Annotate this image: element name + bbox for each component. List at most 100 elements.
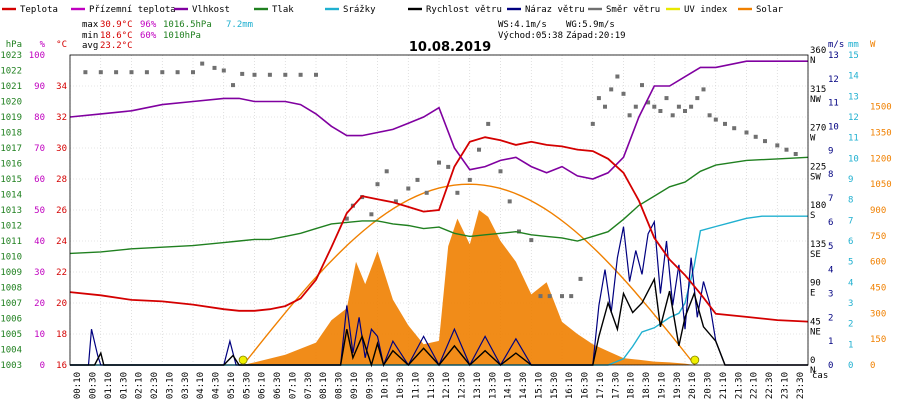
legend-label-2: Vlhkost [192, 5, 230, 15]
ms-tick: 10 [828, 123, 839, 133]
wind-dir-point-10 [221, 68, 226, 73]
min-pressure: 1010hPa [163, 31, 201, 41]
x-tick: 07:10 [288, 372, 298, 399]
wind-dir-point-40 [560, 294, 564, 299]
x-tick: 03:10 [165, 372, 175, 399]
wind-dir-point-6 [175, 70, 180, 75]
wind-dir-point-21 [369, 212, 374, 217]
hpa-tick: 1003 [0, 361, 22, 371]
wind-dir-point-9 [212, 65, 217, 70]
percent-tick: 10 [34, 330, 45, 340]
legend-label-4: Srážky [343, 5, 376, 15]
humidity-line [69, 60, 808, 180]
wind-dir-point-44 [596, 96, 601, 101]
x-tick: 14:30 [519, 372, 529, 399]
w-tick: 750 [870, 232, 886, 242]
x-tick: 16:30 [581, 372, 591, 399]
direction-tick-label: NW [810, 95, 821, 105]
stats-panel: max 30.9°C 96% 1016.5hPa 7.2mm min 18.6°… [82, 20, 626, 51]
w-tick: 900 [870, 206, 886, 216]
x-tick: 04:10 [196, 372, 206, 399]
mm-tick: 13 [848, 92, 859, 102]
celsius-tick: 20 [56, 299, 67, 309]
max-temp: 30.9°C [100, 20, 133, 30]
hpa-tick: 1010 [0, 253, 22, 263]
wind-dir-point-51 [640, 83, 644, 88]
mm-tick: 8 [848, 196, 853, 206]
x-tick: 07:30 [304, 372, 314, 399]
x-tick: 12:30 [458, 372, 468, 399]
percent-tick: 30 [34, 268, 45, 278]
x-tick: 16:10 [565, 372, 575, 399]
rain-total: 7.2mm [226, 20, 253, 30]
hpa-tick: 1020 [0, 98, 22, 108]
wind-dir-point-26 [415, 177, 420, 182]
ms-tick: 4 [828, 266, 833, 276]
wind-dir-point-35 [507, 199, 512, 204]
legend-label-1: Přízemní teplota [89, 5, 176, 15]
mm-tick: 10 [848, 154, 859, 164]
mm-tick: 7 [848, 216, 853, 226]
x-tick: 08:30 [335, 372, 345, 399]
wind-dir-point-7 [191, 70, 195, 75]
x-tick: 10:10 [381, 372, 391, 399]
max-humidity: 96% [140, 20, 157, 30]
mm-tick: 2 [848, 320, 853, 330]
celsius-tick: 28 [56, 175, 67, 185]
hpa-tick: 1012 [0, 222, 22, 232]
x-tick: 18:30 [642, 372, 652, 399]
wind-dir-point-50 [633, 104, 638, 109]
wind-dir-point-48 [621, 91, 626, 96]
legend-label-5: Rychlost větru [426, 5, 502, 15]
wind-dir-point-56 [670, 113, 675, 118]
min-label: min [82, 31, 98, 41]
hpa-tick: 1007 [0, 299, 22, 309]
x-tick: 06:10 [258, 372, 268, 399]
mm-tick: 0 [848, 361, 853, 371]
x-tick: 11:10 [411, 372, 421, 399]
percent-tick: 60 [34, 175, 45, 185]
wind-dir-point-61 [701, 87, 706, 92]
wind-dir-point-68 [763, 139, 767, 144]
direction-tick-label: N [810, 366, 815, 376]
wind-dir-point-0 [83, 70, 88, 75]
ms-unit: m/s [828, 40, 844, 50]
x-tick: 08:10 [319, 372, 329, 399]
direction-tick-label: E [810, 289, 815, 299]
wind-dir-point-36 [517, 229, 521, 234]
hpa-unit: hPa [6, 40, 22, 50]
percent-tick: 70 [34, 144, 45, 154]
wind-dir-point-23 [384, 169, 389, 174]
x-tick: 11:30 [427, 372, 437, 399]
w-tick: 1200 [870, 154, 892, 164]
wind-dir-point-58 [683, 109, 687, 113]
x-axis-label: čas [812, 370, 828, 381]
w-tick: 0 [870, 361, 875, 371]
avg-temp: 23.2°C [100, 41, 133, 51]
ms-tick: 9 [828, 146, 833, 156]
wind-dir-point-13 [252, 72, 257, 77]
w-tick: 450 [870, 284, 886, 294]
wind-dir-point-63 [713, 117, 718, 122]
direction-tick-label: SW [810, 172, 821, 182]
wind-dir-point-15 [283, 72, 288, 77]
w-tick: 1350 [870, 129, 892, 139]
ms-tick: 0 [828, 361, 833, 371]
celsius-unit: °C [56, 40, 67, 50]
legend-label-3: Tlak [272, 5, 294, 15]
x-tick: 13:10 [473, 372, 483, 399]
w-tick: 150 [870, 335, 886, 345]
direction-tick: 270 [810, 124, 826, 134]
chart-legend: Teplota Přízemní teplota Vlhkost Tlak Srážky… [2, 5, 784, 15]
x-tick: 01:10 [104, 372, 114, 399]
wind-dir-point-52 [646, 100, 651, 105]
max-label: max [82, 20, 99, 30]
celsius-tick: 24 [56, 237, 67, 247]
legend-label-6: Náraz větru [525, 5, 585, 15]
x-tick: 15:30 [550, 372, 560, 399]
hpa-tick: 1016 [0, 160, 22, 170]
x-tick: 17:10 [596, 372, 606, 399]
hpa-tick: 1014 [0, 191, 22, 201]
direction-tick-label: S [810, 211, 815, 221]
